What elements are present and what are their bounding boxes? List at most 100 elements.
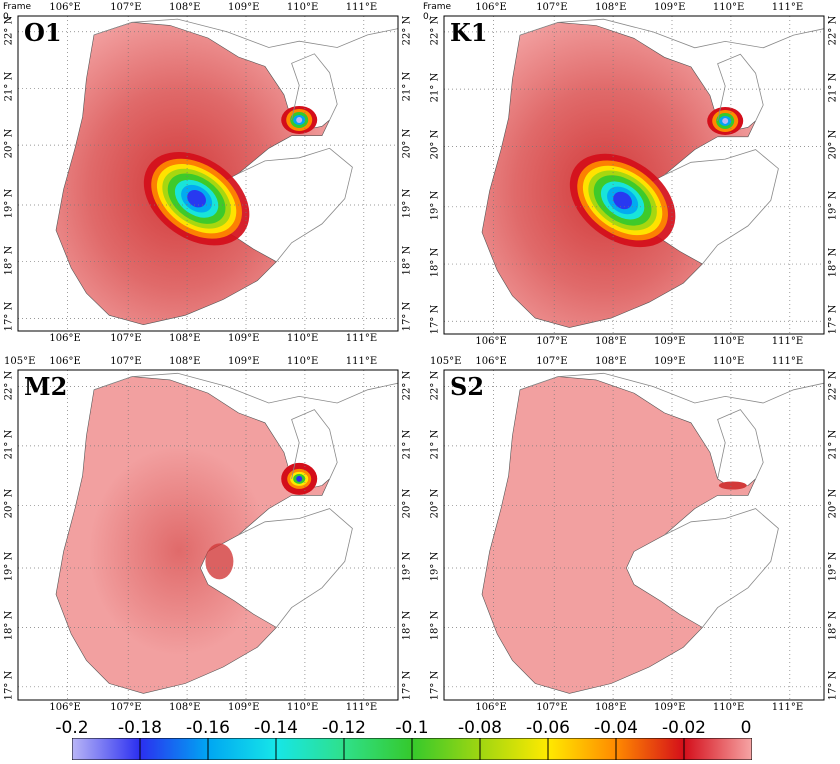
lat-label-right: 18° N <box>827 247 839 278</box>
colorbar-label: -0.02 <box>662 718 706 738</box>
lon-label-bottom: 110°E <box>286 333 319 344</box>
colorbar-label: -0.12 <box>322 718 366 738</box>
anomaly-contour <box>162 168 231 229</box>
lon-label-top: 108°E <box>595 2 627 13</box>
lat-label-left: 18° N <box>3 245 15 276</box>
anomaly-contour <box>716 112 735 129</box>
coastline <box>238 508 353 628</box>
lon-label-bottom: 111°E <box>771 702 804 713</box>
lat-label-right: 17° N <box>827 304 839 335</box>
lon-label-bottom: 107°E <box>110 333 142 344</box>
lat-label-left: 21° N <box>429 429 441 460</box>
colorbar-label: -0.1 <box>395 718 429 738</box>
lat-label-left: 18° N <box>3 611 15 641</box>
lon-label-top: 108°E <box>169 356 201 367</box>
anomaly-contour <box>156 164 237 234</box>
anomaly-contour <box>290 111 309 128</box>
frame-label: Frame 0, <box>3 2 32 22</box>
coastline <box>717 53 764 122</box>
lat-label-right: 19° N <box>827 551 839 582</box>
lon-label-bottom: 109°E <box>228 333 260 344</box>
anomaly-contour <box>296 475 303 482</box>
lon-label-top: 108°E <box>595 356 627 367</box>
anomaly-contour <box>286 108 313 131</box>
lat-label-right: 17° N <box>401 302 413 332</box>
anomaly-contour <box>205 543 234 580</box>
anomaly-contour <box>718 481 747 490</box>
coastline <box>93 372 399 404</box>
coastline <box>93 18 399 48</box>
lat-label-right: 21° N <box>827 429 839 460</box>
anomaly-contour <box>582 165 663 236</box>
lat-label-right: 22° N <box>401 370 413 400</box>
coastline <box>519 372 825 404</box>
lon-label-bottom: 107°E <box>536 702 568 713</box>
lon-label-top: 109°E <box>228 2 260 13</box>
colorbar <box>71 737 753 761</box>
lat-label-right: 22° N <box>827 370 839 400</box>
panel-title: K1 <box>450 18 488 47</box>
coastline <box>664 508 779 628</box>
anomaly-contour <box>167 173 226 224</box>
lat-label-left: 19° N <box>3 551 15 582</box>
lon-label-top: 107°E <box>110 356 142 367</box>
lon-label-top: 111°E <box>771 356 804 367</box>
lat-label-right: 17° N <box>401 670 413 701</box>
colorbar-label: -0.08 <box>458 718 502 738</box>
anomaly-contour <box>593 175 652 226</box>
anomaly-contour <box>588 170 657 231</box>
lon-label-top: 110°E <box>712 356 745 367</box>
lat-label-left: 19° N <box>429 551 441 582</box>
colorbar-label: -0.18 <box>118 718 162 738</box>
lat-label-left: 22° N <box>3 15 15 46</box>
lat-label-right: 20° N <box>401 128 413 159</box>
lon-label-bottom: 108°E <box>595 702 627 713</box>
lon-label-top: 109°E <box>654 2 686 13</box>
lon-label-top: 105°E <box>4 356 36 367</box>
lon-label-bottom: 106°E <box>475 702 507 713</box>
lon-label-bottom: 106°E <box>49 702 81 713</box>
lon-label-top: 105°E <box>430 356 462 367</box>
lon-label-top: 109°E <box>654 356 686 367</box>
lon-label-top: 110°E <box>286 356 319 367</box>
lat-label-left: 21° N <box>429 72 441 103</box>
coastline <box>717 409 764 480</box>
anomaly-contour <box>707 106 744 135</box>
anomaly-contour <box>181 184 213 213</box>
anomaly-contour <box>722 117 729 124</box>
anomaly-contour <box>293 114 306 125</box>
colorbar-label: -0.14 <box>254 718 298 738</box>
lat-label-left: 17° N <box>429 304 441 335</box>
lat-label-right: 18° N <box>401 245 413 276</box>
lon-label-top: 110°E <box>286 2 319 13</box>
anomaly-contour <box>151 158 242 239</box>
lat-label-right: 18° N <box>401 611 413 641</box>
lon-label-top: 107°E <box>110 2 142 13</box>
lon-label-top: 108°E <box>169 2 201 13</box>
lon-label-top: 109°E <box>228 356 260 367</box>
lon-label-bottom: 109°E <box>654 336 686 347</box>
lat-label-right: 19° N <box>827 190 839 221</box>
lon-label-bottom: 109°E <box>228 702 260 713</box>
lon-label-bottom: 110°E <box>712 336 745 347</box>
anomaly-contour <box>577 160 668 241</box>
coastline <box>291 409 338 480</box>
coastline <box>519 18 825 49</box>
lon-label-top: 111°E <box>771 2 804 13</box>
frame-label: Frame 0, <box>423 2 452 22</box>
lat-label-left: 17° N <box>429 670 441 701</box>
anomaly-contour <box>174 179 219 218</box>
panel-title: O1 <box>24 18 62 47</box>
lat-label-left: 18° N <box>429 611 441 641</box>
lon-label-top: 106°E <box>49 356 81 367</box>
lon-label-top: 111°E <box>345 2 378 13</box>
lat-label-left: 17° N <box>3 670 15 701</box>
lat-label-left: 21° N <box>3 72 15 102</box>
lat-label-right: 22° N <box>827 15 839 46</box>
lon-label-bottom: 108°E <box>169 333 201 344</box>
anomaly-contour <box>290 471 309 486</box>
panel-title: M2 <box>24 372 68 401</box>
